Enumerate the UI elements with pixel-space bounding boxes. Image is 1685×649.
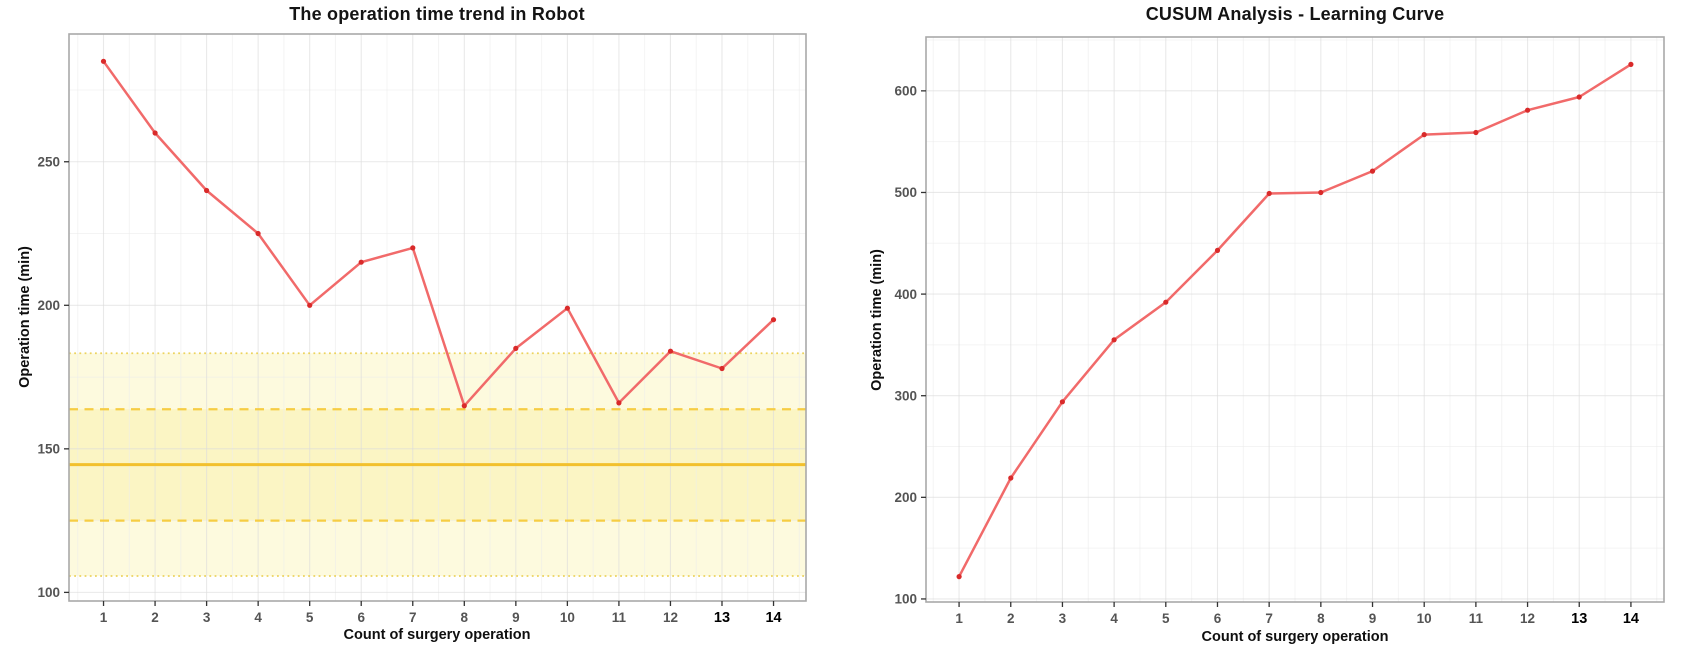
y-tick-label-200: 200 [37,298,60,313]
y-tick-label-150: 150 [37,442,60,457]
series-line [957,63,1633,578]
data-point-12 [667,348,674,354]
data-point-7 [410,245,416,251]
data-point-2 [152,130,158,136]
data-point-13 [1576,94,1582,100]
x-tick-label-8: 8 [1317,611,1325,626]
chart-title: The operation time trend in Robot [289,4,585,24]
data-point-6 [1214,247,1221,253]
y-axis-label: Operation time (min) [869,249,885,391]
data-point-6 [358,259,364,265]
y-tick-label-100: 100 [37,585,60,600]
cusum-learning-curve-chart: 1 2 3 4 5 6 7 8 9 10 11 12 13 14 100 200 300 400 500 600 CU… [843,0,1685,649]
data-point-13 [719,365,725,372]
x-tick-label-12: 12 [1520,611,1535,626]
data-point-11 [616,400,622,406]
x-tick-label-8: 8 [461,610,469,625]
x-tick-label-5: 5 [1162,611,1170,626]
x-tick-label-1: 1 [955,611,963,626]
x-tick-label-2: 2 [151,610,159,625]
x-tick-label-2: 2 [1007,611,1015,626]
data-point-10 [564,305,571,311]
data-point-5 [1163,299,1169,305]
data-point-12 [1525,107,1531,113]
x-tick-label-7: 7 [409,610,417,625]
x-tick-label-11: 11 [1469,611,1484,626]
operation-time-trend-chart: 1 2 3 4 5 6 7 8 9 10 11 12 13 14 100 150 200 250 The oper… [0,0,842,649]
data-point-10 [1421,132,1427,138]
x-tick-label-10: 10 [1417,611,1432,626]
y-tick-label-500: 500 [894,185,917,200]
data-point-5 [307,302,313,308]
y-tick-label-600: 600 [894,84,917,99]
x-tick-label-6: 6 [1214,611,1222,626]
x-tick-label-14: 14 [765,610,781,626]
x-tick-label-11: 11 [612,610,627,625]
data-point-3 [204,187,210,194]
x-tick-label-5: 5 [306,610,314,625]
chart-title: CUSUM Analysis - Learning Curve [1145,4,1445,24]
panel-border [68,33,807,602]
x-tick-label-4: 4 [254,610,262,625]
data-point-2 [1008,475,1014,481]
data-point-4 [1111,337,1117,343]
data-point-9 [1369,168,1376,174]
x-tick-label-13: 13 [1571,611,1587,627]
data-point-3 [1059,399,1065,405]
data-point-4 [255,230,261,237]
x-tick-label-4: 4 [1110,611,1118,626]
x-tick-label-9: 9 [1369,611,1377,626]
x-tick-label-1: 1 [100,610,108,625]
data-point-7 [1266,190,1272,197]
x-tick-label-13: 13 [714,610,730,626]
x-axis-label: Count of surgery operation [1201,629,1389,645]
series-line [102,60,775,408]
data-point-1 [100,58,107,64]
data-point-14 [1628,61,1634,67]
data-point-1 [956,574,962,580]
x-tick-label-9: 9 [512,610,520,625]
x-tick-label-14: 14 [1623,611,1639,627]
y-tick-label-100: 100 [894,592,917,607]
y-tick-label-250: 250 [37,154,60,169]
data-point-14 [770,317,777,323]
x-tick-label-10: 10 [560,610,575,625]
x-tick-label-12: 12 [663,610,678,625]
x-tick-label-3: 3 [1059,611,1067,626]
x-axis-label: Count of surgery operation [343,627,531,643]
y-tick-label-400: 400 [894,287,917,302]
panel-border [925,36,1665,603]
data-point-11 [1473,129,1479,136]
data-point-8 [1318,189,1324,196]
data-point-9 [513,345,519,351]
data-point-8 [461,403,467,409]
y-tick-label-200: 200 [894,490,917,505]
x-tick-label-6: 6 [357,610,365,625]
x-tick-label-3: 3 [203,610,211,625]
y-axis-label: Operation time (min) [17,246,33,388]
x-tick-label-7: 7 [1265,611,1273,626]
y-tick-label-300: 300 [894,388,917,403]
